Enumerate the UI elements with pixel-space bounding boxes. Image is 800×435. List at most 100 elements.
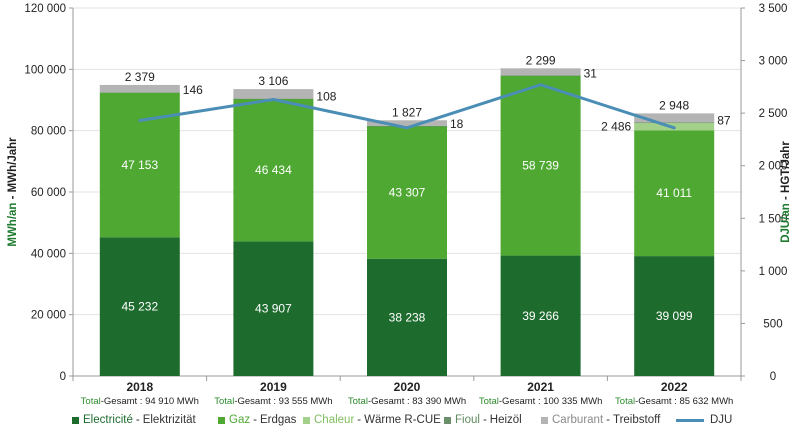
legend-swatch-electricite [72,416,79,424]
total-label: Total-Gesamt : 83 390 MWh [348,396,466,407]
y-left-tick-label: 0 [60,371,66,383]
data-label-electricite: 39 099 [656,309,693,323]
x-tick-label: 2022 [661,380,688,394]
x-tick-label: 2020 [394,380,421,394]
total-label: Total-Gesamt : 93 555 MWh [214,396,332,407]
y-left-tick-label: 60 000 [31,187,66,199]
y-right-tick-label: 1 000 [759,266,788,278]
data-label-electricite: 45 232 [121,300,158,314]
y-left-axis-title: MWh/an - MWh/Jahr [7,137,19,247]
legend-item-fioul: Fioul - Heizöl [444,414,522,426]
bar-segment [367,258,447,376]
bar-segment [367,120,447,126]
data-label-chaleur: 2 486 [601,120,631,134]
legend-label-de: Wärme R-CUE [364,414,441,426]
legend-item-carburant: Carburant - Treibstoff [541,414,660,426]
y-right-tick-label: 2 000 [759,161,788,173]
legend-label-de: Elektrizität [142,414,196,426]
data-label-fioul: 18 [450,117,464,131]
data-label-fioul: 31 [584,66,598,80]
data-label-gaz: 41 011 [656,186,692,200]
data-label-gaz: 43 307 [389,185,426,199]
legend-item-gaz: Gaz - Erdgas [218,414,296,426]
data-label-gaz: 46 434 [255,163,292,177]
x-tick-label: 2018 [126,380,153,394]
bar-segment [634,130,715,257]
y-right-tick-label: 3 500 [759,3,788,15]
legend-swatch-carburant [541,416,548,424]
total-label: Total-Gesamt : 94 910 MWh [81,396,199,407]
bar-segment [367,125,447,259]
bar-segment [99,237,180,376]
y-right-tick-label: 500 [763,318,782,330]
dju-point [138,119,142,123]
dju-point [672,126,676,130]
y-left-tick-label: 100 000 [24,64,66,76]
data-label-carburant: 2 379 [125,70,155,84]
data-label-carburant: 3 106 [258,74,288,88]
y-right-tick-label: 1 500 [759,213,788,225]
bar-segment [233,89,314,99]
y-right-tick-label: 0 [770,371,776,383]
legend-label-de: Treibstoff [612,414,661,426]
dju-point [405,126,409,130]
data-label-gaz: 58 739 [522,159,559,173]
data-label-carburant: 2 948 [659,98,689,112]
bar-segment [634,256,715,376]
y-left-tick-label: 80 000 [31,126,66,138]
bar-segment [99,84,180,93]
legend-swatch-fioul [444,416,451,424]
x-tick-label: 2021 [527,380,554,394]
bar-segment [634,113,715,123]
dju-point [539,83,543,87]
legend-label-de: Heizöl [489,414,522,426]
legend-item-dju: DJU [676,414,732,426]
data-label-carburant: 1 827 [392,105,422,119]
y-right-tick-label: 3 000 [759,56,788,68]
bar-segment [500,68,581,76]
y-right-tick-label: 2 500 [759,108,788,120]
y-left-tick-label: 120 000 [24,3,66,15]
legend-label-dju: DJU [710,414,733,426]
data-label-fioul: 108 [316,90,336,104]
bar-segment [99,92,180,93]
y-right-axis-title: DJU/an - HGT/Jahr [780,141,792,243]
bar-segment [367,125,447,127]
legend-separator: - [253,414,257,426]
x-tick-label: 2019 [260,380,287,394]
bar-segment [634,122,715,124]
bar-segment [500,255,581,376]
y-left-tick-label: 40 000 [31,248,66,260]
data-label-fioul: 87 [717,113,731,127]
legend-label-fr: Fioul [455,414,480,426]
data-label-fioul: 146 [183,83,203,97]
data-label-electricite: 39 266 [522,309,559,323]
legend-label-fr: Carburant [552,414,604,426]
legend-item-electricite: Electricité - Elektrizität [72,414,196,426]
data-label-electricite: 38 238 [389,310,426,324]
legend-label-de: Erdgas [259,414,297,426]
bar-segment [233,98,314,242]
legend-separator: - [606,414,610,426]
data-label-electricite: 43 907 [255,302,292,316]
dju-point [271,97,275,101]
total-label: Total-Gesamt : 100 335 MWh [479,396,603,407]
y-left-tick-label: 20 000 [31,310,66,322]
legend-label-fr: Electricité [83,414,133,426]
bar-segment [233,241,314,376]
total-label: Total-Gesamt : 85 632 MWh [615,396,733,407]
legend-swatch-chaleur [303,416,310,424]
data-label-carburant: 2 299 [526,53,556,67]
legend-label-fr: Chaleur [314,414,355,426]
bar-segment [500,75,581,256]
legend-separator: - [482,414,487,426]
legend-label-fr: Gaz [229,414,251,426]
legend-separator: - [357,414,362,426]
legend-swatch-gaz [218,416,225,424]
legend-line-dju [676,418,704,422]
legend-item-chaleur: Chaleur - Wärme R-CUE [303,414,441,426]
data-label-gaz: 47 153 [121,158,158,172]
bar-segment [500,75,581,76]
